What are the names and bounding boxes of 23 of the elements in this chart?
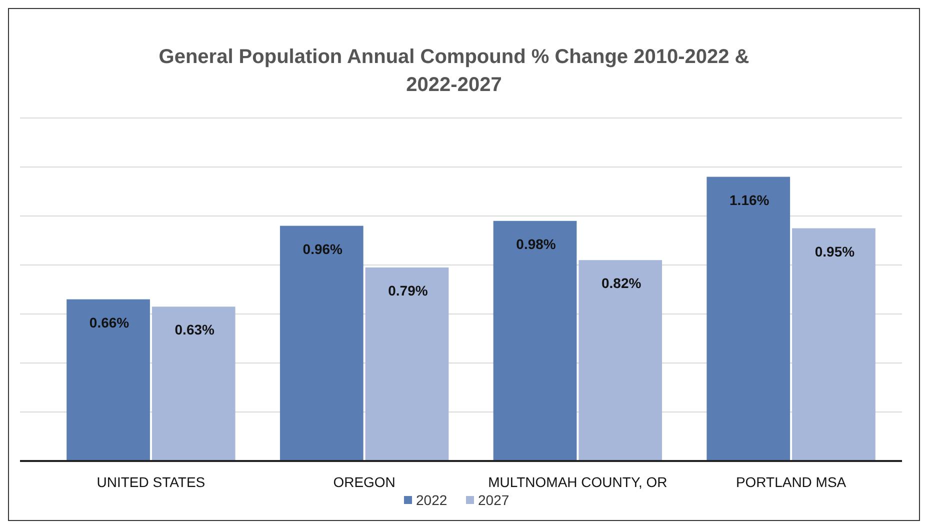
bar [493,220,577,461]
bar [66,299,150,461]
x-tick-label: MULTNOMAH COUNTY, OR [488,474,668,490]
data-label: 0.82% [602,275,642,292]
data-label: 0.96% [302,240,344,257]
bar [792,228,876,461]
bar [152,306,236,461]
bar [280,226,364,461]
chart-title: General Population Annual Compound % Change 2010-2022 & 2022-2027 [158,46,750,96]
data-label: 0.66% [89,314,130,330]
data-label: 0.63% [174,322,216,338]
x-tick-label: UNITED STATES [96,474,206,490]
x-tick-label: PORTLAND MSA [736,474,847,490]
data-label: 0.98% [516,236,556,252]
data-label: 0.79% [388,282,428,298]
x-tick-label: OREGON [333,474,396,490]
bar [578,260,662,461]
data-label: 1.16% [730,192,770,208]
bar [365,267,449,461]
legend-label: 2022 [416,492,448,508]
legend-label: 2027 [478,492,510,508]
data-label: 0.95% [814,243,856,260]
bar [706,176,790,461]
